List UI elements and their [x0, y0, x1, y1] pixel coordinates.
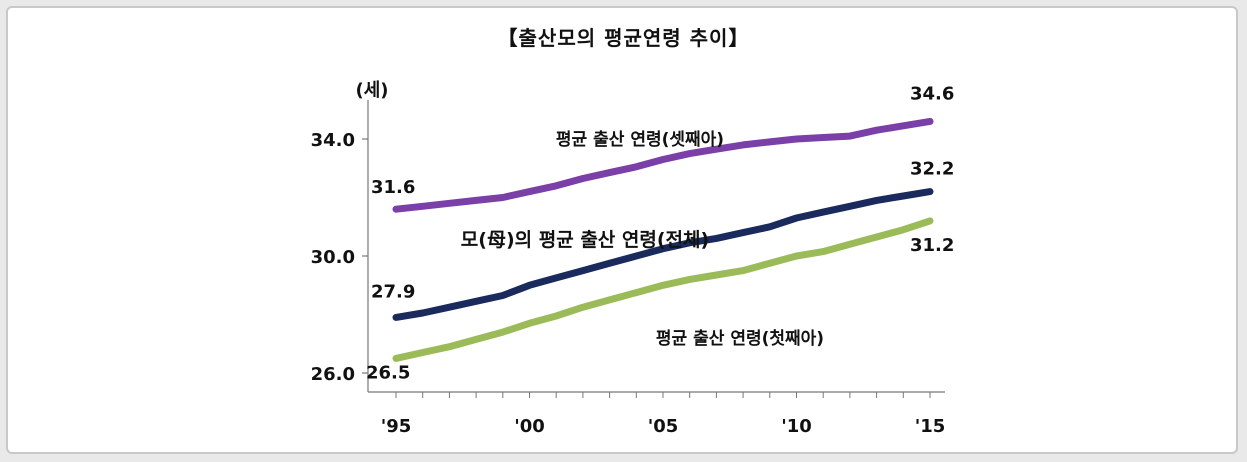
chart-axes [362, 100, 945, 398]
series-label-first-child: 평균 출산 연령(첫째아) [656, 328, 824, 349]
series-label-third-child: 평균 출산 연령(셋째아) [556, 129, 724, 150]
chart-labels: 26.0 30.0 34.0 '95 '00 '05 '10 '15 (세) 평균 출산 연령(셋… [311, 80, 955, 437]
series-lines [392, 117, 934, 362]
series-label-all: 모(母)의 평균 출산 연령(전체) [461, 229, 709, 251]
y-tick-label: 34.0 [311, 130, 355, 151]
y-unit-label: (세) [355, 80, 388, 101]
y-tick-label: 30.0 [311, 247, 355, 268]
data-label: 26.5 [366, 362, 410, 383]
data-label: 34.6 [910, 83, 954, 104]
x-tick-label: '15 [915, 416, 946, 437]
x-tick-label: '05 [648, 416, 679, 437]
data-label: 32.2 [910, 159, 954, 180]
series-line-third-child [392, 117, 934, 213]
data-label: 31.6 [371, 177, 415, 198]
x-tick-label: '95 [381, 416, 412, 437]
chart-frame [6, 6, 1238, 454]
series-line-all [392, 188, 934, 321]
data-label: 31.2 [910, 235, 954, 256]
x-tick-label: '00 [514, 416, 545, 437]
chart-title: 【출산모의 평균연령 추이】 [497, 26, 750, 50]
x-tick-label: '10 [781, 416, 812, 437]
y-tick-label: 26.0 [311, 364, 355, 385]
series-line-first-child [392, 217, 934, 362]
data-label: 27.9 [371, 281, 415, 302]
